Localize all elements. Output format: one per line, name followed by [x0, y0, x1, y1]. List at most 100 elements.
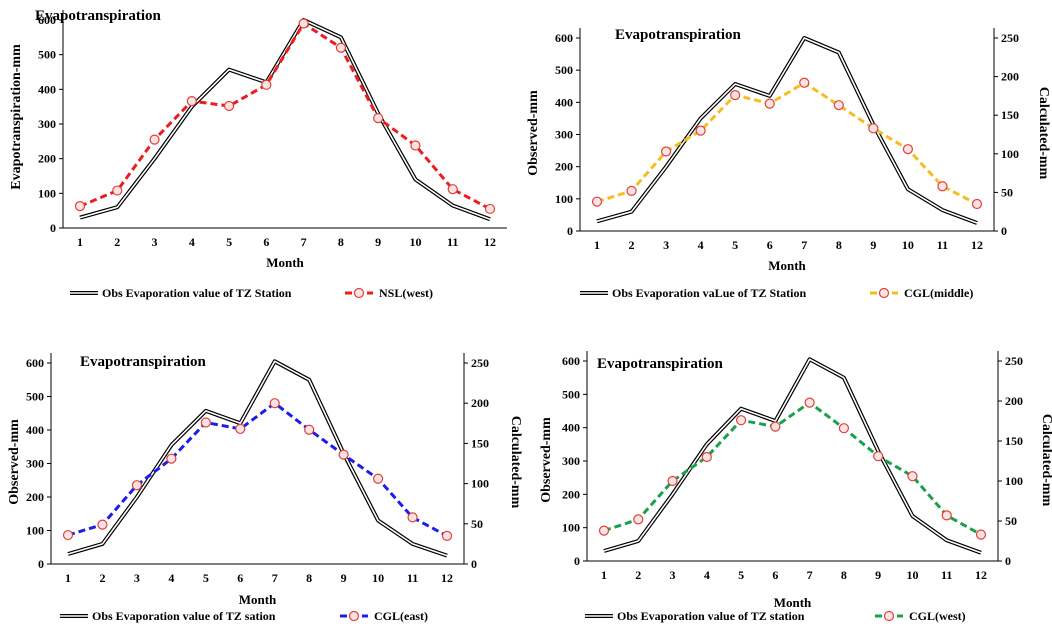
calc-point — [838, 423, 850, 434]
calc-point — [373, 113, 384, 124]
calc-point — [695, 125, 706, 136]
x-tick-label: 7 — [272, 571, 278, 585]
x-tick-label: 3 — [663, 238, 669, 252]
y-axis-title-right: Calculated-mm — [1039, 414, 1052, 507]
calc-point — [338, 449, 349, 460]
y-tick-label-right: 250 — [471, 356, 489, 370]
x-tick-label: 1 — [601, 568, 607, 582]
x-tick-label: 2 — [114, 235, 120, 249]
x-tick-label: 2 — [635, 568, 641, 582]
calc-point — [971, 198, 983, 210]
x-tick-label: 7 — [807, 568, 813, 582]
calc-point — [441, 530, 453, 541]
y-tick-label-left: 200 — [555, 160, 573, 174]
legend-calc-marker — [353, 287, 365, 299]
x-tick-label: 10 — [372, 571, 384, 585]
x-tick-label: 5 — [203, 571, 209, 585]
x-tick-label: 12 — [971, 238, 983, 252]
chart-title: Evapotranspiration — [80, 354, 207, 370]
x-tick-label: 9 — [870, 238, 876, 252]
calc-point — [166, 453, 177, 464]
x-tick-label: 12 — [441, 571, 453, 585]
legend-calc-label: NSL(west) — [379, 286, 433, 300]
calc-point — [484, 203, 496, 215]
calc-point — [873, 451, 884, 462]
y-tick-label-left: 200 — [26, 490, 44, 504]
calc-point — [410, 140, 421, 151]
calc-point — [804, 397, 815, 408]
y-axis-title-left: Observed-mm — [526, 90, 541, 176]
calc-series-line — [67, 401, 448, 538]
obs-series-line — [603, 358, 982, 554]
calc-point — [660, 146, 672, 157]
calc-series-line — [596, 81, 978, 206]
calc-point — [407, 512, 418, 523]
y-tick-label-right: 250 — [1001, 31, 1019, 45]
x-tick-label: 11 — [407, 571, 418, 585]
legend-calc-marker — [348, 610, 360, 622]
calc-point — [701, 451, 712, 463]
x-tick-label: 11 — [941, 568, 952, 582]
x-tick-label: 4 — [698, 238, 704, 252]
y-tick-label-right: 150 — [471, 436, 489, 450]
obs-series-line — [67, 360, 448, 557]
chart-title: Evapotranspiration — [597, 356, 724, 372]
y-tick-label-right: 50 — [1001, 185, 1013, 199]
x-tick-label: 2 — [99, 571, 105, 585]
calc-point — [591, 196, 603, 207]
obs-series-line — [79, 19, 491, 221]
y-tick-label-right: 0 — [1005, 554, 1011, 568]
x-tick-label: 5 — [732, 238, 738, 252]
y-axis-title-right: Calculated-mm — [1036, 87, 1051, 180]
x-tick-label: 6 — [263, 235, 269, 249]
y-tick-label-right: 250 — [1005, 354, 1023, 368]
legend-calc-marker — [878, 287, 890, 299]
x-tick-label: 1 — [65, 571, 71, 585]
x-axis-title: Month — [266, 255, 304, 270]
y-tick-label-right: 200 — [471, 396, 489, 410]
calc-point — [304, 424, 315, 435]
x-tick-label: 4 — [189, 235, 195, 249]
y-tick-label-left: 300 — [38, 117, 56, 131]
y-tick-label-left: 500 — [26, 390, 44, 404]
x-tick-label: 9 — [875, 568, 881, 582]
y-tick-label-left: 600 — [562, 354, 580, 368]
calc-point — [735, 415, 747, 426]
obs-series-outline — [67, 359, 448, 558]
y-axis-title-left: Observed-mm — [539, 417, 554, 503]
y-tick-label-left: 600 — [26, 356, 44, 370]
calc-point — [112, 185, 123, 196]
y-tick-label-left: 300 — [26, 457, 44, 471]
x-tick-label: 10 — [906, 568, 918, 582]
calc-point — [372, 473, 384, 484]
x-tick-label: 1 — [77, 235, 83, 249]
y-tick-label-right: 200 — [1005, 394, 1023, 408]
x-tick-label: 3 — [134, 571, 140, 585]
y-tick-label-left: 400 — [26, 423, 44, 437]
chart-title: Evapotranspiration — [35, 8, 162, 24]
legend-calc-label: CGL(middle) — [904, 286, 973, 300]
y-tick-label-left: 400 — [555, 95, 573, 109]
y-tick-label-left: 0 — [567, 224, 573, 238]
calc-point — [261, 79, 272, 90]
legend-calc-marker — [883, 610, 895, 622]
calc-point — [730, 90, 741, 101]
calc-point — [799, 77, 810, 88]
y-tick-label-right: 50 — [1005, 514, 1017, 528]
x-tick-label: 3 — [670, 568, 676, 582]
y-tick-label-left: 100 — [562, 521, 580, 535]
legend-calc-label: CGL(west) — [909, 609, 966, 623]
y-tick-label-right: 0 — [471, 557, 477, 571]
y-tick-label-left: 500 — [555, 63, 573, 77]
calc-point — [941, 510, 952, 521]
y-tick-label-right: 100 — [1005, 474, 1023, 488]
legend-obs-label: Obs Evaporation vaLue of TZ Station — [612, 286, 806, 300]
legend-obs-label: Obs Evaporation value of TZ station — [617, 609, 805, 623]
x-tick-label: 5 — [738, 568, 744, 582]
y-tick-label-left: 0 — [574, 554, 580, 568]
x-tick-label: 3 — [152, 235, 158, 249]
calc-point — [74, 201, 86, 212]
